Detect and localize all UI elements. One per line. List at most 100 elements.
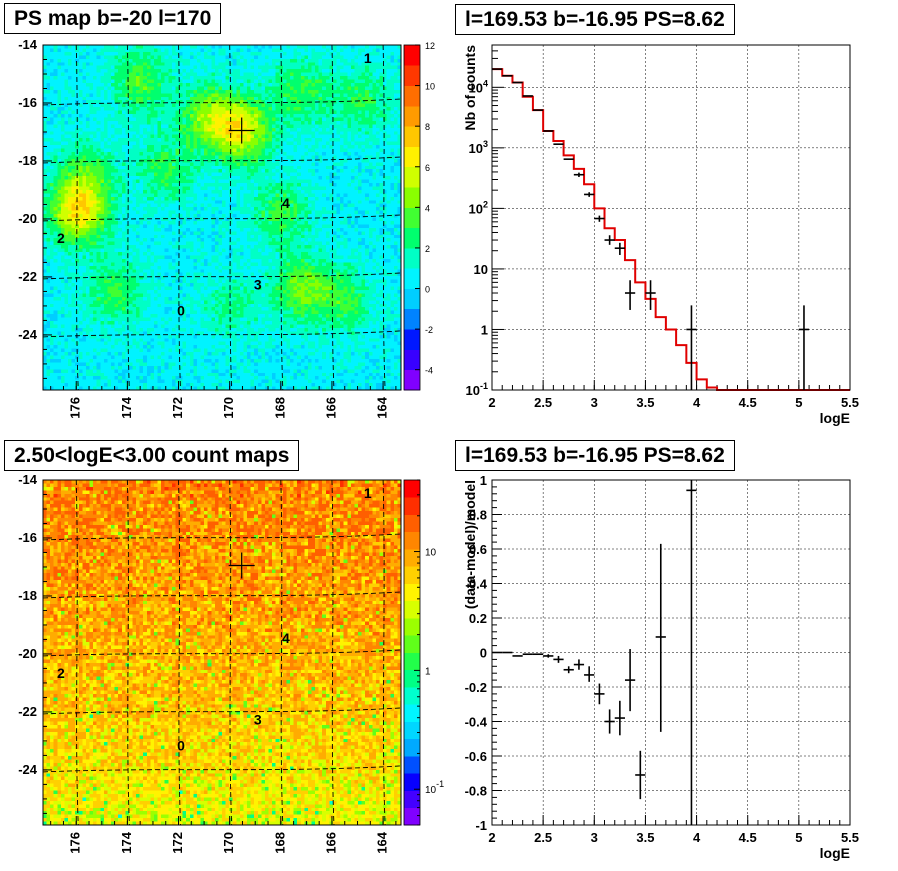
y-tick-label: -22 — [18, 704, 37, 719]
colorbar-tick-label: 1 — [425, 666, 431, 677]
colorbar-band — [404, 653, 420, 671]
data-point — [625, 649, 635, 711]
x-tick-label: 176 — [68, 397, 83, 419]
colorbar-tick-label: 4 — [425, 203, 430, 213]
data-point — [574, 659, 584, 669]
y-tick-label: -0.2 — [465, 680, 487, 695]
colorbar-band — [404, 635, 420, 653]
x-tick-label: 5 — [795, 830, 802, 845]
title-spectrum: l=169.53 b=-16.95 PS=8.62 — [455, 4, 735, 35]
x-tick-label: 2 — [488, 830, 495, 845]
x-tick-label: 2.5 — [534, 830, 552, 845]
colorbar-tick-label: 10-1 — [425, 779, 444, 796]
x-tick-label: 5 — [795, 395, 802, 410]
y-tick-label: 0 — [480, 646, 487, 661]
plot-frame — [492, 45, 850, 390]
data-point — [656, 544, 666, 732]
colorbar-band — [404, 687, 420, 705]
x-tick-label: 168 — [272, 832, 287, 854]
y-tick-label: -14 — [18, 472, 38, 487]
source-label: 3 — [254, 276, 262, 292]
colorbar-band — [404, 704, 420, 722]
title-ps-map: PS map b=-20 l=170 — [4, 3, 221, 34]
x-tick-label: 172 — [170, 832, 185, 854]
colorbar-tick-label: 10 — [425, 82, 435, 92]
data-point — [605, 235, 615, 245]
colorbar-tick-label: 12 — [425, 41, 435, 51]
grid — [492, 45, 850, 390]
y-tick-label: -22 — [18, 269, 37, 284]
colorbar-band — [404, 268, 420, 289]
data-point — [686, 305, 696, 390]
y-tick-label: -18 — [18, 153, 37, 168]
colorbar-band — [404, 329, 420, 350]
y-tick-label: -1 — [475, 818, 487, 833]
data-point — [615, 243, 625, 255]
colorbar-band — [404, 722, 420, 740]
x-tick-label: 174 — [119, 396, 134, 418]
x-tick-label: 4.5 — [739, 830, 757, 845]
colorbar-tick-label: 8 — [425, 122, 430, 132]
colorbar-tick-label: -2 — [425, 325, 433, 335]
x-tick-label: 2.5 — [534, 395, 552, 410]
x-axis-label: logE — [820, 410, 850, 426]
y-tick-label: 102 — [469, 199, 488, 216]
y-tick-label: -24 — [18, 762, 38, 777]
colorbar-band — [404, 773, 420, 791]
y-tick-label: -20 — [18, 211, 37, 226]
title-residuals: l=169.53 b=-16.95 PS=8.62 — [455, 440, 735, 471]
y-tick-label: 10 — [474, 262, 488, 277]
colorbar-tick-label: 2 — [425, 244, 430, 254]
colorbar-tick-label: 10 — [425, 548, 437, 559]
source-label: 4 — [282, 630, 290, 646]
colorbar-band — [404, 289, 420, 310]
data-point — [686, 480, 696, 825]
colorbar-tick-label: -4 — [425, 366, 433, 376]
source-label: 0 — [177, 302, 185, 318]
colorbar-band — [404, 146, 420, 167]
y-tick-label: -16 — [18, 95, 37, 110]
source-label: 0 — [177, 737, 185, 753]
x-tick-label: 164 — [375, 396, 390, 418]
y-tick-label: 103 — [469, 139, 488, 156]
y-axis-label: (data-model)/model — [462, 480, 478, 609]
x-tick-label: 170 — [221, 832, 236, 854]
x-tick-label: 166 — [323, 832, 338, 854]
x-tick-label: 5.5 — [841, 830, 859, 845]
y-tick-label: -14 — [18, 37, 38, 52]
y-tick-label: 10-1 — [466, 381, 488, 398]
colorbar-band — [404, 309, 420, 330]
colorbar-band — [404, 86, 420, 107]
source-label: 1 — [364, 50, 372, 66]
colorbar-band — [404, 65, 420, 86]
colorbar-tick-label: 6 — [425, 163, 430, 173]
x-tick-label: 170 — [221, 397, 236, 419]
colorbar-band — [404, 228, 420, 249]
colorbar-band — [404, 566, 420, 584]
colorbar-band — [404, 791, 420, 809]
data-point — [564, 666, 574, 673]
x-tick-label: 4.5 — [739, 395, 757, 410]
colorbar-band — [404, 207, 420, 228]
x-tick-label: 4 — [693, 395, 701, 410]
x-tick-label: 5.5 — [841, 395, 859, 410]
data-point — [605, 709, 615, 733]
x-tick-label: 176 — [68, 832, 83, 854]
title-count-map: 2.50<logE<3.00 count maps — [4, 440, 299, 471]
x-tick-label: 164 — [375, 831, 390, 853]
colorbar-band — [404, 167, 420, 188]
colorbar-band — [404, 45, 420, 66]
data-point — [645, 280, 655, 310]
y-tick-label: -24 — [18, 327, 38, 342]
x-tick-label: 3 — [591, 395, 598, 410]
y-axis-label: Nb of counts — [462, 45, 478, 131]
colorbar-band — [404, 248, 420, 269]
y-tick-label: -16 — [18, 530, 37, 545]
data-point — [584, 192, 594, 197]
colorbar-band — [404, 106, 420, 127]
x-tick-label: 4 — [693, 830, 701, 845]
source-label: 3 — [254, 711, 262, 727]
y-tick-label: -20 — [18, 646, 37, 661]
source-label: 4 — [282, 195, 290, 211]
